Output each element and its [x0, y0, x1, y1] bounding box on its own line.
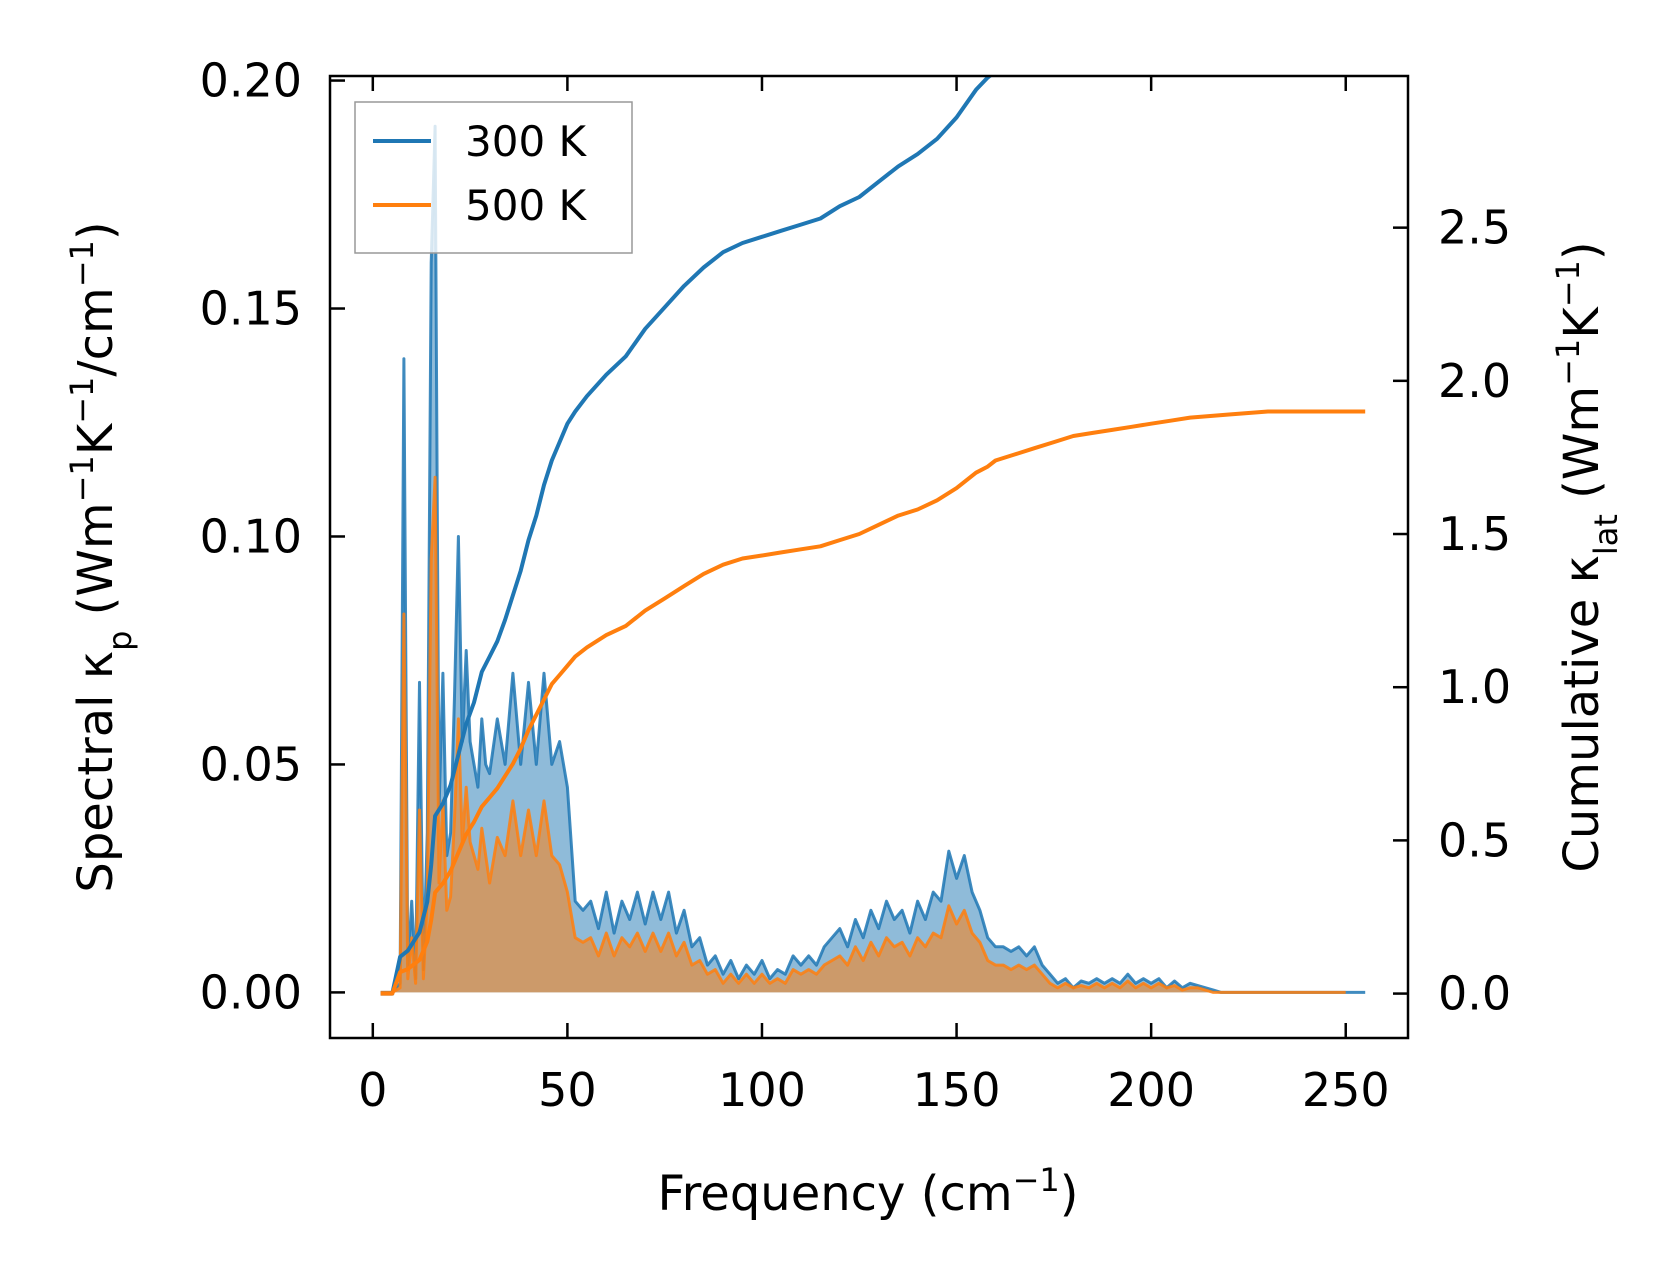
- left-y-tick-label: 0.05: [200, 737, 302, 791]
- x-tick-label: 250: [1302, 1063, 1390, 1117]
- spectral-line-500k: [380, 475, 1346, 994]
- left-y-tick-label: 0.00: [200, 965, 302, 1019]
- right-y-tick-label: 2.0: [1438, 354, 1511, 408]
- legend-label-500k: 500 K: [465, 181, 588, 230]
- x-tick-label: 0: [358, 1063, 387, 1117]
- legend-box: [354, 101, 633, 254]
- left-y-tick-label: 0.10: [200, 509, 302, 563]
- x-tick-label: 150: [913, 1063, 1001, 1117]
- right-y-axis-ticks: 0.0 0.5 1.0 1.5 2.0 2.5: [1393, 201, 1511, 1021]
- left-y-axis-ticks: 0.00 0.05 0.10 0.15 0.20: [200, 54, 345, 1019]
- cumulative-line-300k: [380, 76, 993, 996]
- x-tick-label: 200: [1107, 1063, 1195, 1117]
- x-axis-ticks: 0 50 100 150 200 250: [358, 76, 1390, 1117]
- x-tick-label: 50: [538, 1063, 597, 1117]
- right-y-tick-label: 0.5: [1438, 813, 1511, 867]
- spectral-layer: [380, 124, 1366, 994]
- cumulative-line-500k: [380, 409, 1366, 996]
- right-y-tick-label: 0.0: [1438, 967, 1511, 1021]
- plot-frame: [328, 74, 1410, 1040]
- legend: 300 K 500 K: [354, 101, 633, 254]
- right-y-tick-label: 1.0: [1438, 660, 1511, 714]
- left-y-axis-label: Spectral κp (Wm−1K−1/cm−1): [63, 221, 139, 892]
- right-y-tick-label: 2.5: [1438, 201, 1511, 255]
- legend-label-300k: 300 K: [465, 117, 588, 166]
- right-y-axis-label: Cumulative κlat (Wm−1K−1): [1549, 241, 1625, 872]
- x-tick-label: 100: [718, 1063, 806, 1117]
- cumulative-layer: [380, 76, 1366, 996]
- left-y-tick-label: 0.15: [200, 282, 302, 336]
- left-y-tick-label: 0.20: [200, 54, 302, 108]
- x-axis-label: Frequency (cm−1): [657, 1161, 1078, 1222]
- right-y-tick-label: 1.5: [1438, 507, 1511, 561]
- spectral-line-300k: [380, 124, 1366, 994]
- spectral-area-500k: [380, 477, 1346, 993]
